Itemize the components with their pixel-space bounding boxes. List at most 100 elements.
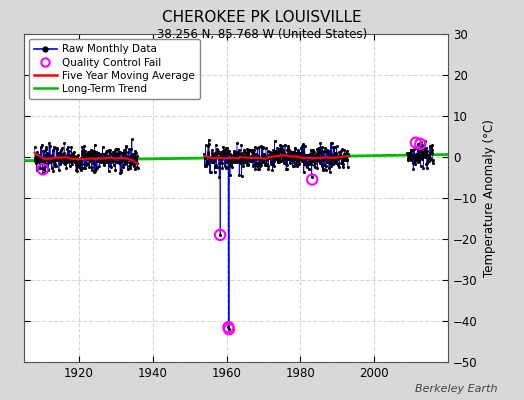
Point	[317, 148, 325, 154]
Point	[293, 163, 301, 169]
Point	[61, 152, 70, 159]
Point	[133, 160, 141, 166]
Point	[316, 140, 324, 146]
Point	[417, 147, 425, 154]
Point	[428, 141, 436, 148]
Point	[230, 150, 238, 157]
Point	[121, 161, 129, 168]
Point	[215, 160, 223, 166]
Point	[81, 165, 89, 171]
Point	[326, 151, 335, 158]
Point	[253, 162, 261, 169]
Point	[133, 164, 141, 170]
Point	[320, 156, 329, 163]
Point	[40, 152, 49, 158]
Point	[73, 168, 81, 174]
Point	[129, 154, 138, 160]
Point	[238, 156, 246, 162]
Point	[79, 148, 88, 155]
Point	[330, 157, 339, 164]
Point	[207, 155, 215, 162]
Point	[258, 144, 267, 151]
Point	[340, 154, 348, 160]
Point	[237, 149, 245, 156]
Point	[422, 160, 431, 166]
Point	[39, 148, 48, 154]
Point	[342, 156, 351, 163]
Point	[57, 146, 66, 153]
Point	[225, 150, 234, 157]
Point	[206, 153, 214, 160]
Point	[61, 158, 69, 164]
Point	[108, 156, 116, 163]
Point	[314, 150, 322, 156]
Point	[428, 150, 436, 156]
Point	[236, 154, 244, 161]
Point	[251, 166, 259, 172]
Point	[38, 158, 47, 164]
Point	[341, 152, 349, 158]
Point	[212, 142, 220, 148]
Point	[294, 160, 303, 167]
Point	[209, 158, 217, 164]
Point	[329, 144, 337, 150]
Point	[282, 161, 290, 168]
Point	[115, 151, 123, 158]
Point	[307, 152, 315, 158]
Point	[74, 158, 82, 165]
Point	[74, 152, 82, 158]
Point	[234, 156, 242, 163]
Point	[289, 159, 298, 165]
Point	[105, 168, 113, 174]
Point	[48, 164, 56, 171]
Point	[209, 159, 217, 165]
Point	[78, 144, 86, 150]
Point	[226, 172, 234, 178]
Point	[333, 154, 341, 160]
Point	[117, 167, 126, 173]
Point	[325, 148, 333, 154]
Point	[257, 162, 265, 169]
Point	[99, 156, 107, 163]
Point	[275, 146, 283, 152]
Point	[254, 160, 262, 166]
Point	[320, 148, 328, 154]
Point	[89, 160, 97, 166]
Point	[301, 156, 310, 162]
Point	[56, 156, 64, 163]
Point	[238, 156, 247, 162]
Point	[215, 154, 224, 161]
Point	[108, 155, 117, 161]
Point	[279, 147, 287, 153]
Point	[293, 147, 302, 154]
Point	[63, 154, 72, 160]
Point	[130, 151, 138, 158]
Point	[222, 158, 231, 165]
Point	[331, 158, 339, 164]
Point	[302, 152, 310, 158]
Point	[304, 155, 313, 161]
Point	[419, 152, 427, 158]
Point	[94, 150, 103, 156]
Point	[423, 165, 431, 172]
Point	[103, 157, 112, 164]
Point	[231, 150, 239, 156]
Point	[41, 159, 50, 166]
Point	[223, 145, 232, 152]
Point	[112, 158, 121, 165]
Point	[82, 160, 90, 166]
Point	[42, 157, 51, 164]
Point	[75, 160, 84, 167]
Point	[296, 150, 304, 156]
Point	[405, 152, 413, 159]
Point	[324, 153, 333, 159]
Point	[45, 152, 53, 159]
Point	[258, 152, 266, 158]
Point	[233, 159, 242, 166]
Point	[35, 157, 43, 163]
Point	[87, 154, 95, 161]
Point	[283, 146, 292, 153]
Point	[106, 159, 115, 165]
Point	[67, 159, 75, 166]
Point	[242, 153, 250, 160]
